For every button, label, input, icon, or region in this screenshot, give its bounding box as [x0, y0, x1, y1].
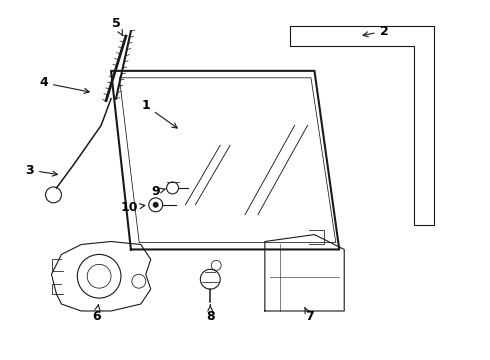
Text: 1: 1 — [142, 99, 177, 128]
Text: 6: 6 — [92, 305, 100, 323]
Text: 2: 2 — [363, 24, 388, 38]
Text: 10: 10 — [120, 201, 145, 214]
Text: 7: 7 — [305, 307, 314, 323]
Text: 3: 3 — [25, 163, 57, 176]
Circle shape — [153, 202, 159, 208]
Text: 9: 9 — [151, 185, 166, 198]
Text: 5: 5 — [112, 17, 122, 35]
Text: 8: 8 — [206, 305, 215, 323]
Text: 4: 4 — [39, 76, 89, 93]
